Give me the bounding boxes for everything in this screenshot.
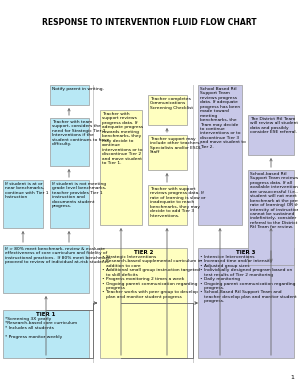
FancyBboxPatch shape xyxy=(50,118,89,166)
Text: TIER 2: TIER 2 xyxy=(134,250,153,255)
FancyBboxPatch shape xyxy=(100,248,187,358)
FancyBboxPatch shape xyxy=(148,185,187,225)
Text: Notify parent in writing.: Notify parent in writing. xyxy=(52,87,104,91)
Text: If student is at or
near benchmarks,
continue with Tier 1
Instruction: If student is at or near benchmarks, con… xyxy=(5,182,49,199)
FancyBboxPatch shape xyxy=(3,180,43,228)
Text: If > 80% meet benchmark, review & evaluate
effectiveness of core curriculum and : If > 80% meet benchmark, review & evalua… xyxy=(5,247,111,264)
FancyBboxPatch shape xyxy=(100,110,142,225)
FancyBboxPatch shape xyxy=(248,115,294,155)
Text: Teacher with support
reviews progress data. If
rate of learning is slow or
inade: Teacher with support reviews progress da… xyxy=(150,187,206,218)
FancyBboxPatch shape xyxy=(148,95,187,125)
FancyBboxPatch shape xyxy=(50,85,89,105)
Text: Teacher support may
include other teachers,
Specialists and/or ESOL
Staff: Teacher support may include other teache… xyxy=(150,137,201,154)
Text: • Intensive Interventions
• Increased time and/or intensity
• Adjusted group siz: • Intensive Interventions • Increased ti… xyxy=(200,255,297,303)
FancyBboxPatch shape xyxy=(3,310,89,358)
FancyBboxPatch shape xyxy=(3,245,89,293)
Text: The District RtI Team
will review all student
data and possibly
consider ESE ref: The District RtI Team will review all st… xyxy=(250,117,298,134)
Text: TIER 1: TIER 1 xyxy=(36,312,56,317)
FancyBboxPatch shape xyxy=(198,85,242,225)
Text: Teacher with team
support, considers the
need for Strategic Tier 2
Interventions: Teacher with team support, considers the… xyxy=(52,120,109,146)
Text: Teacher with
support reviews
progress data. If
adequate progress
towards meeting: Teacher with support reviews progress da… xyxy=(102,112,143,165)
Text: School Based RtI
Support Team
reviews progress
data. If adequate
progress has be: School Based RtI Support Team reviews pr… xyxy=(200,87,246,149)
Text: TIER 3: TIER 3 xyxy=(236,250,256,255)
FancyBboxPatch shape xyxy=(198,248,294,358)
Text: 1: 1 xyxy=(290,375,294,380)
FancyBboxPatch shape xyxy=(148,135,187,170)
Text: Teacher completes
Communications
Screening Checklist: Teacher completes Communications Screeni… xyxy=(150,97,193,110)
Text: *Screening 3X yearly
*Research-based core curriculum
* Includes all students

* : *Screening 3X yearly *Research-based cor… xyxy=(5,317,77,339)
Text: If student is not meeting
grade level benchmarks,
teacher provides Tier 1
instru: If student is not meeting grade level be… xyxy=(52,182,106,208)
Text: School-based RtI
Support Team reviews
progress data. If all
available interventi: School-based RtI Support Team reviews pr… xyxy=(250,172,298,229)
Text: RESPONSE TO INTERVENTION FLUID FLOW CHART: RESPONSE TO INTERVENTION FLUID FLOW CHAR… xyxy=(42,18,256,27)
Text: • Strategic Interventions
• Research-based supplemental curriculum in
   additio: • Strategic Interventions • Research-bas… xyxy=(102,255,202,299)
FancyBboxPatch shape xyxy=(248,170,294,265)
FancyBboxPatch shape xyxy=(50,180,89,228)
